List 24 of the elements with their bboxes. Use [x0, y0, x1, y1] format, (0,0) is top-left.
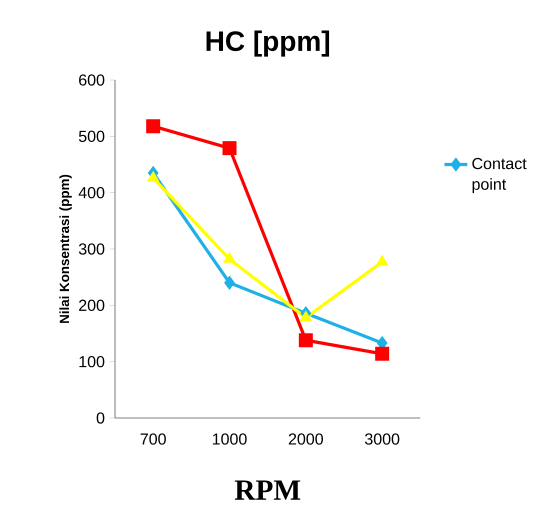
x-tick-label: 3000	[364, 433, 400, 445]
x-tick-label: 2000	[288, 433, 324, 445]
point	[147, 171, 160, 182]
y-tick-label: 100	[79, 356, 104, 368]
point	[298, 333, 313, 348]
y-tick-label: 300	[78, 243, 104, 255]
point	[300, 310, 312, 322]
chart-title: HC [ppm]	[206, 30, 330, 57]
point	[375, 346, 390, 361]
y-tick-label: 0	[96, 412, 104, 424]
y-tick-label: 600	[79, 74, 104, 86]
y-tick-label: 200	[79, 300, 104, 311]
x-axis-title: RPM	[234, 480, 300, 500]
point	[376, 254, 388, 266]
x-tick-label: 700	[140, 433, 166, 445]
point	[224, 276, 235, 290]
y-axis-title: Nilai Konsentrasi (ppm)	[59, 174, 72, 323]
legend-label: Contact point	[472, 158, 527, 194]
y-tick-label: 500	[78, 130, 104, 142]
y-tick-label: 400	[78, 187, 104, 198]
point	[146, 119, 160, 134]
point	[222, 141, 236, 156]
x-tick-label: 1000	[212, 433, 247, 445]
point	[223, 252, 236, 263]
